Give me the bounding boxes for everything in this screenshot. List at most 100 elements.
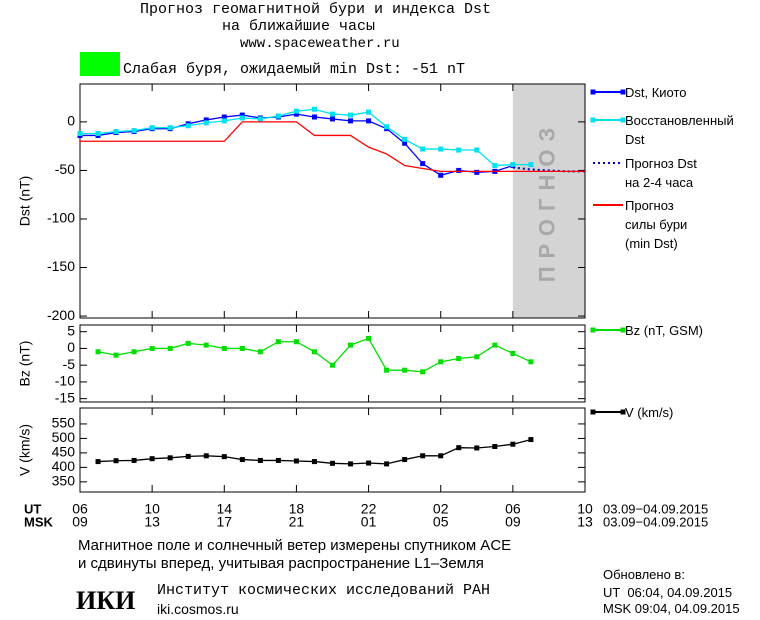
y-tick-label: 450 bbox=[52, 444, 76, 460]
marker bbox=[384, 367, 390, 373]
date-range: 03.09−04.09.2015 bbox=[603, 501, 708, 516]
marker bbox=[420, 369, 426, 375]
y-tick-label: -100 bbox=[47, 210, 75, 226]
plot-frame bbox=[79, 324, 586, 403]
legend-marker bbox=[590, 89, 596, 95]
marker bbox=[203, 453, 209, 459]
note: Магнитное поле и солнечный ветер измерен… bbox=[78, 537, 512, 554]
series-line bbox=[80, 113, 514, 176]
y-axis-label: Bz (nT) bbox=[17, 341, 33, 387]
legend-marker bbox=[590, 117, 596, 123]
marker bbox=[113, 129, 119, 135]
marker bbox=[311, 349, 317, 355]
marker bbox=[95, 349, 101, 355]
marker bbox=[348, 461, 354, 467]
institute: Институт космических исследований РАН bbox=[157, 582, 491, 599]
x-axis-msk: MSK bbox=[24, 514, 54, 529]
marker bbox=[456, 355, 462, 361]
y-tick-label: -200 bbox=[47, 307, 75, 323]
marker bbox=[438, 453, 444, 459]
marker bbox=[221, 345, 227, 351]
marker bbox=[311, 114, 317, 120]
marker bbox=[311, 459, 317, 465]
x-tick-label: 10 bbox=[144, 501, 160, 517]
marker bbox=[528, 162, 534, 168]
marker bbox=[185, 123, 191, 129]
marker bbox=[384, 461, 390, 467]
legend-label: Восстановленный Dst bbox=[625, 113, 734, 147]
marker bbox=[528, 437, 534, 443]
marker bbox=[492, 163, 498, 169]
x-tick-label: 22 bbox=[361, 501, 377, 517]
y-tick-label: 400 bbox=[52, 458, 76, 474]
x-tick-label-msk: 13 bbox=[577, 514, 593, 530]
updated: Обновлено в: bbox=[603, 567, 685, 582]
marker bbox=[167, 125, 173, 131]
y-tick-label: -50 bbox=[55, 161, 75, 177]
x-tick-label: 06 bbox=[72, 501, 88, 517]
x-tick-label: 10 bbox=[577, 501, 593, 517]
marker bbox=[474, 147, 480, 153]
legend-label: V (km/s) bbox=[625, 405, 674, 420]
legend-marker bbox=[620, 89, 626, 95]
series-line bbox=[80, 121, 585, 173]
marker bbox=[330, 460, 335, 466]
marker bbox=[239, 457, 245, 463]
legend-marker bbox=[590, 409, 596, 415]
marker bbox=[167, 345, 173, 351]
marker bbox=[402, 457, 408, 463]
marker bbox=[348, 342, 354, 348]
marker bbox=[239, 112, 245, 118]
marker bbox=[131, 128, 137, 134]
marker bbox=[474, 354, 480, 360]
x-tick-label-msk: 09 bbox=[72, 514, 88, 530]
y-axis-label: Dst (nT) bbox=[17, 176, 33, 227]
marker bbox=[293, 111, 299, 117]
x-tick-label-msk: 21 bbox=[289, 514, 305, 530]
marker bbox=[311, 106, 317, 112]
marker bbox=[131, 349, 137, 355]
marker bbox=[275, 113, 281, 119]
legend-marker bbox=[620, 409, 626, 415]
x-axis-ut: UT bbox=[24, 501, 41, 516]
marker bbox=[275, 339, 281, 345]
marker bbox=[456, 147, 462, 153]
marker bbox=[474, 169, 480, 175]
legend-label: Bz (nT, GSM) bbox=[625, 323, 704, 338]
x-tick-label: 02 bbox=[433, 501, 449, 517]
marker bbox=[149, 456, 155, 462]
marker bbox=[438, 172, 444, 178]
marker bbox=[149, 125, 155, 131]
x-tick-label-msk: 09 bbox=[505, 514, 521, 530]
legend-marker bbox=[620, 117, 626, 123]
marker bbox=[384, 124, 390, 130]
y-tick-label: 5 bbox=[67, 322, 75, 338]
y-tick-label: -10 bbox=[55, 373, 75, 389]
marker bbox=[221, 118, 227, 124]
legend-label: Прогноз Dst на 2-4 часа bbox=[625, 156, 697, 190]
marker bbox=[348, 112, 354, 118]
marker bbox=[366, 118, 372, 124]
marker bbox=[366, 109, 372, 115]
x-tick-label-msk: 01 bbox=[361, 514, 377, 530]
y-tick-label: -15 bbox=[55, 389, 75, 405]
marker bbox=[167, 455, 173, 461]
marker bbox=[420, 146, 426, 152]
marker bbox=[330, 362, 335, 368]
forecast-region bbox=[512, 84, 585, 318]
marker bbox=[438, 359, 444, 365]
plot-frame bbox=[79, 83, 586, 319]
status: Слабая буря, ожидаемый min Dst: -51 nT bbox=[123, 61, 466, 78]
marker bbox=[275, 457, 281, 463]
marker bbox=[239, 115, 245, 121]
y-tick-label: -150 bbox=[47, 258, 75, 274]
logo: ИКИ bbox=[76, 586, 136, 615]
marker bbox=[131, 457, 137, 463]
marker bbox=[257, 116, 263, 122]
marker bbox=[95, 131, 101, 137]
marker bbox=[257, 457, 263, 463]
marker bbox=[185, 340, 191, 346]
x-tick-label-msk: 17 bbox=[216, 514, 232, 530]
y-tick-label: 350 bbox=[52, 473, 76, 489]
